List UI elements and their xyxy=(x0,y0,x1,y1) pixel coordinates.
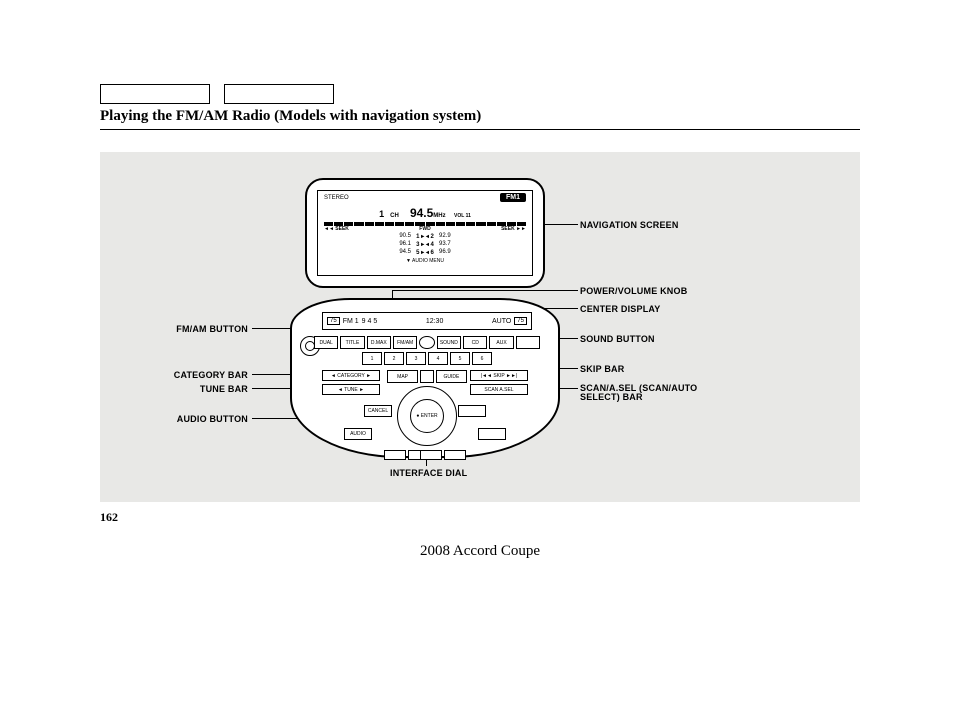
channel-label: CH xyxy=(390,213,399,219)
seek-right: SEEK ►► xyxy=(501,226,526,232)
label-category: CATEGORY BAR xyxy=(174,370,248,380)
preset-btn-2[interactable]: 2 xyxy=(384,352,404,365)
preset-3: 96.1 xyxy=(324,241,415,248)
preset-2: 92.9 xyxy=(435,233,526,240)
manual-page: Playing the FM/AM Radio (Models with nav… xyxy=(100,84,860,560)
nav-frequency-row: 1 CH 94.5MHz VOL 11 xyxy=(318,204,532,222)
sound-button[interactable]: SOUND xyxy=(437,336,461,349)
label-power-volume: POWER/VOLUME KNOB xyxy=(580,286,687,296)
cd-button[interactable]: CD xyxy=(463,336,487,349)
center-knob-icon[interactable] xyxy=(419,336,434,349)
br-btn-2[interactable] xyxy=(444,450,466,460)
preset-btn-1[interactable]: 1 xyxy=(362,352,382,365)
preset-grid: 90.51 ▸ ◂ 292.9 96.13 ▸ ◂ 493.7 94.55 ▸ … xyxy=(318,232,532,258)
preset-button-row: 1 2 3 4 5 6 xyxy=(362,352,492,365)
label-tune: TUNE BAR xyxy=(200,384,248,394)
category-bar[interactable]: ◄ CATEGORY ► xyxy=(322,370,380,381)
br-btn-1[interactable] xyxy=(420,450,442,460)
cd-band: FM 1 xyxy=(343,318,359,325)
center-display: 75 FM 1 9 4 5 12:30 AUTO 75 xyxy=(322,312,532,330)
blank-button[interactable] xyxy=(516,336,540,349)
frequency-unit: MHz xyxy=(433,213,445,219)
center-console: 75 FM 1 9 4 5 12:30 AUTO 75 DUAL TIT xyxy=(290,298,560,458)
audio-button[interactable]: AUDIO xyxy=(344,428,372,440)
preset-btn-4[interactable]: 4 xyxy=(428,352,448,365)
page-number: 162 xyxy=(100,510,860,525)
page-title: Playing the FM/AM Radio (Models with nav… xyxy=(100,108,860,125)
nav-icon-button[interactable] xyxy=(420,370,434,383)
title-button[interactable]: TITLE xyxy=(340,336,364,349)
right-side-button-1[interactable] xyxy=(458,405,486,417)
preset-n34: 3 ▸ ◂ 4 xyxy=(415,241,435,248)
header-tab-boxes xyxy=(100,84,860,104)
preset-btn-5[interactable]: 5 xyxy=(450,352,470,365)
preset-4: 93.7 xyxy=(435,241,526,248)
preset-n12: 1 ▸ ◂ 2 xyxy=(415,233,435,240)
band-badge: FM1 xyxy=(500,193,526,202)
dmax-button[interactable]: D.MAX xyxy=(367,336,391,349)
preset-n56: 5 ▸ ◂ 6 xyxy=(415,249,435,256)
preset-6: 96.9 xyxy=(435,249,526,256)
preset-btn-3[interactable]: 3 xyxy=(406,352,426,365)
label-navigation-screen: NAVIGATION SCREEN xyxy=(580,220,679,230)
label-scan-bar-line2: SELECT) BAR xyxy=(580,392,643,402)
interface-dial-enter[interactable]: ● ENTER xyxy=(410,399,444,433)
temp-left: 75 xyxy=(327,317,340,325)
map-button[interactable]: MAP xyxy=(387,370,418,383)
guide-button[interactable]: GUIDE xyxy=(436,370,467,383)
map-guide-row: MAP GUIDE xyxy=(387,370,467,381)
cancel-button[interactable]: CANCEL xyxy=(364,405,392,417)
cd-clock: 12:30 xyxy=(426,318,444,325)
bottom-right-pair xyxy=(420,450,466,460)
cd-ch: 9 4 5 xyxy=(362,318,378,325)
preset-5: 94.5 xyxy=(324,249,415,256)
channel-number: 1 xyxy=(379,209,384,219)
temp-right: 75 xyxy=(514,317,527,325)
tab-box-2 xyxy=(224,84,334,104)
vol-label: VOL xyxy=(454,213,464,219)
cd-auto: AUTO xyxy=(492,318,511,325)
fwd-label: FWD xyxy=(419,226,430,232)
seek-left: ◄◄ SEEK xyxy=(324,226,349,232)
label-fm-am: FM/AM BUTTON xyxy=(176,324,248,334)
skip-bar[interactable]: |◄◄ SKIP ►►| xyxy=(470,370,528,381)
navigation-screen-inner: STEREO FM1 1CH 94.5MHz VOL 11 ◄◄ SEEK FW… xyxy=(317,190,533,276)
title-row: Playing the FM/AM Radio (Models with nav… xyxy=(100,108,860,130)
right-side-button-2[interactable] xyxy=(478,428,506,440)
label-scan-bar: SCAN/A.SEL (SCAN/AUTO SELECT) BAR xyxy=(580,384,697,403)
label-audio-button: AUDIO BUTTON xyxy=(177,414,248,424)
audio-menu-label: ▼ AUDIO MENU xyxy=(318,258,532,265)
tune-bar[interactable]: ◄ TUNE ► xyxy=(322,384,380,395)
stereo-indicator: STEREO xyxy=(324,195,349,201)
model-year: 2008 Accord Coupe xyxy=(100,543,860,560)
fm-am-button[interactable]: FM/AM xyxy=(393,336,417,349)
scan-asel-bar[interactable]: SCAN A.SEL xyxy=(470,384,528,395)
frequency-value: 94.5 xyxy=(410,206,433,220)
preset-1: 90.5 xyxy=(324,233,415,240)
label-skip-bar: SKIP BAR xyxy=(580,364,624,374)
button-row-1: DUAL TITLE D.MAX FM/AM SOUND CD AUX xyxy=(314,336,540,349)
label-center-display: CENTER DISPLAY xyxy=(580,304,660,314)
preset-btn-6[interactable]: 6 xyxy=(472,352,492,365)
label-sound-button: SOUND BUTTON xyxy=(580,334,655,344)
dual-button[interactable]: DUAL xyxy=(314,336,338,349)
navigation-screen: STEREO FM1 1CH 94.5MHz VOL 11 ◄◄ SEEK FW… xyxy=(305,178,545,288)
tab-box-1 xyxy=(100,84,210,104)
vol-value: 11 xyxy=(466,213,471,219)
dashboard-illustration: STEREO FM1 1CH 94.5MHz VOL 11 ◄◄ SEEK FW… xyxy=(290,178,560,478)
bl-btn-1[interactable] xyxy=(384,450,406,460)
figure-area: NAVIGATION SCREEN POWER/VOLUME KNOB CENT… xyxy=(100,152,860,502)
aux-button[interactable]: AUX xyxy=(489,336,513,349)
